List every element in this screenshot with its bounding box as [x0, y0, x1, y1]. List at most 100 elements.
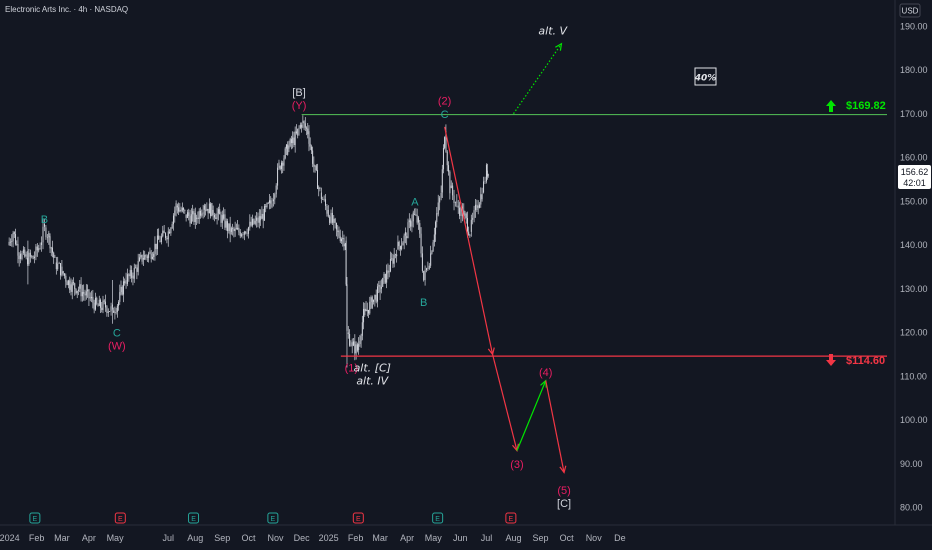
candle-body	[322, 198, 324, 200]
candle-body	[445, 131, 447, 152]
candle-body	[196, 217, 198, 219]
time-tick-label: Apr	[400, 533, 414, 543]
candle-body	[313, 163, 315, 167]
candle-body	[354, 341, 356, 354]
candle-body	[239, 231, 241, 237]
candle-body	[220, 214, 222, 223]
candle-body	[309, 143, 311, 147]
candle-body	[343, 237, 345, 247]
svg-text:E: E	[33, 516, 38, 523]
wave-label: (Y)	[292, 100, 307, 112]
candle-body	[221, 215, 223, 223]
candle-body	[192, 211, 194, 215]
candle-body	[453, 195, 455, 203]
candle-body	[425, 268, 427, 271]
candle-body	[51, 247, 53, 253]
candle-body	[298, 127, 300, 129]
svg-text:E: E	[435, 516, 440, 523]
candle-body	[106, 306, 108, 313]
candle-body	[178, 207, 180, 212]
candle-body	[202, 212, 204, 214]
probability-box: 40%	[694, 67, 717, 86]
candle-body	[480, 194, 482, 205]
candle-body	[448, 165, 450, 172]
earnings-marker-icon[interactable]: E	[267, 512, 279, 524]
candle-body	[28, 252, 30, 265]
wave-label: (5)	[557, 485, 570, 497]
earnings-marker-icon[interactable]: E	[352, 512, 364, 524]
candle-body	[253, 218, 255, 224]
candle-body	[159, 240, 161, 243]
projection-wave-segment	[444, 126, 494, 355]
time-tick-label: De	[614, 533, 626, 543]
candle-body	[292, 137, 294, 143]
candle-body	[42, 226, 44, 243]
candle-body	[387, 270, 389, 274]
candle-body	[424, 270, 426, 280]
candle-body	[230, 228, 232, 232]
candle-body	[464, 213, 466, 215]
up-arrow-icon	[826, 100, 836, 112]
candle-body	[476, 204, 478, 210]
candle-body	[439, 197, 441, 203]
candle-body	[50, 247, 52, 249]
candle-body	[470, 219, 472, 232]
candle-body	[326, 205, 328, 214]
candle-body	[232, 228, 234, 230]
candle-body	[211, 203, 213, 217]
candle-body	[163, 230, 165, 234]
earnings-marker-icon[interactable]: E	[29, 512, 41, 524]
candle-body	[21, 253, 23, 259]
candle-body	[392, 258, 394, 264]
currency-badge[interactable]	[899, 3, 921, 18]
candle-body	[150, 253, 152, 259]
price-tick-label: 170.00	[900, 109, 928, 119]
candle-body	[206, 208, 208, 211]
candle-body	[485, 164, 487, 182]
earnings-marker-icon[interactable]: E	[505, 512, 517, 524]
candle-body	[125, 280, 127, 284]
candle-body	[408, 220, 410, 223]
candle-body	[391, 258, 393, 260]
candle-body	[55, 262, 57, 270]
earnings-marker-icon[interactable]: E	[188, 512, 200, 524]
candle-body	[39, 248, 41, 249]
projection-wave-4	[516, 380, 547, 451]
candle-body	[361, 322, 363, 336]
candle-body	[293, 137, 295, 146]
candle-body	[337, 230, 339, 232]
candle-body	[137, 261, 139, 272]
candle-body	[122, 281, 124, 295]
key-levels	[301, 113, 887, 357]
candle-body	[484, 181, 486, 182]
candle-body	[165, 233, 167, 238]
candle-body	[241, 234, 243, 237]
candle-body	[393, 254, 395, 264]
candle-body	[97, 305, 99, 307]
candle-body	[263, 206, 265, 221]
candle-body	[22, 249, 24, 254]
wave-label: (4)	[539, 367, 552, 379]
candle-body	[25, 254, 27, 257]
candle-body	[356, 344, 358, 351]
wave-label: [C]	[557, 498, 571, 510]
candle-body	[104, 301, 106, 308]
candle-body	[162, 230, 164, 237]
candle-body	[87, 289, 89, 292]
earnings-marker-icon[interactable]: E	[114, 512, 126, 524]
earnings-marker-icon[interactable]: E	[432, 512, 444, 524]
price-badge-value: 156.62	[901, 167, 929, 177]
candle-body	[294, 131, 296, 146]
currency-label: USD	[902, 7, 919, 16]
candle-body	[271, 203, 273, 207]
candle-body	[376, 286, 378, 302]
candle-body	[77, 289, 79, 291]
candle-body	[215, 217, 217, 219]
time-tick-label: May	[107, 533, 125, 543]
candle-body	[388, 271, 390, 272]
candle-body	[12, 233, 14, 242]
wave-label: C	[113, 328, 121, 340]
candle-body	[423, 270, 425, 281]
